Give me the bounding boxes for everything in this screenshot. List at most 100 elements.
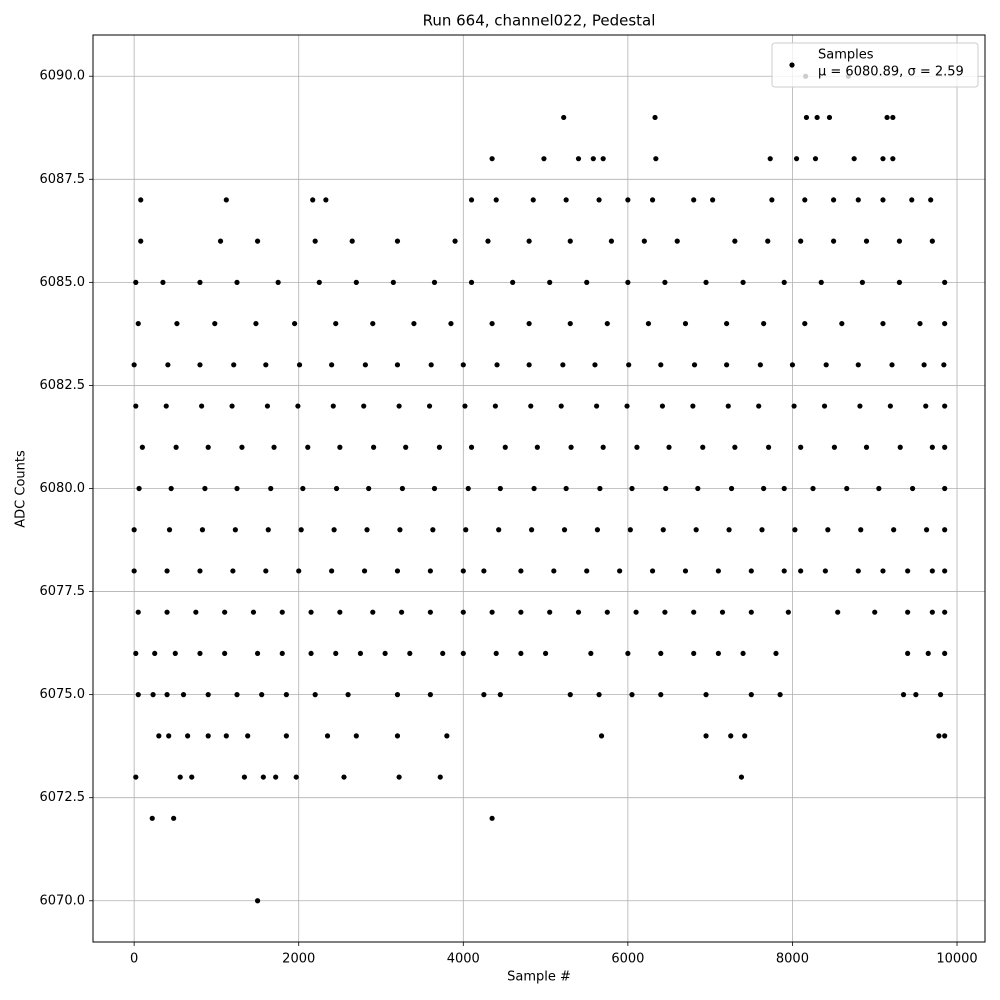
x-tick-label: 6000 bbox=[611, 952, 644, 967]
data-point bbox=[403, 444, 409, 450]
y-tick-label: 6087.5 bbox=[40, 172, 86, 187]
legend-box bbox=[771, 42, 979, 88]
data-point bbox=[773, 650, 779, 657]
data-point bbox=[732, 444, 738, 450]
data-point bbox=[757, 362, 763, 368]
data-point bbox=[909, 197, 915, 203]
data-point bbox=[942, 279, 948, 285]
data-point bbox=[254, 898, 261, 904]
data-point bbox=[818, 279, 824, 285]
data-point bbox=[826, 114, 833, 121]
data-point bbox=[138, 197, 144, 203]
data-point bbox=[923, 403, 929, 409]
data-point bbox=[460, 362, 466, 368]
data-point bbox=[658, 692, 664, 698]
data-point bbox=[732, 238, 738, 244]
data-point bbox=[563, 485, 569, 492]
data-point bbox=[897, 444, 903, 450]
x-tick-label: 4000 bbox=[447, 952, 480, 967]
data-point bbox=[308, 650, 314, 657]
data-point bbox=[396, 403, 402, 409]
data-point bbox=[316, 279, 322, 285]
data-point bbox=[398, 609, 405, 615]
data-point bbox=[568, 444, 574, 450]
data-point bbox=[431, 279, 438, 285]
data-point bbox=[205, 733, 211, 739]
data-point bbox=[719, 609, 726, 615]
data-point bbox=[526, 238, 532, 244]
data-point bbox=[394, 692, 401, 698]
data-point bbox=[468, 444, 475, 450]
data-point bbox=[887, 403, 893, 409]
data-point bbox=[526, 320, 532, 327]
data-point bbox=[427, 568, 433, 574]
data-point bbox=[802, 197, 808, 203]
data-point bbox=[330, 403, 336, 409]
data-point bbox=[541, 156, 547, 162]
data-point bbox=[222, 650, 228, 657]
data-point bbox=[366, 485, 372, 492]
data-point bbox=[863, 444, 870, 450]
data-point bbox=[245, 733, 251, 739]
data-point bbox=[690, 403, 696, 409]
data-point bbox=[263, 568, 269, 574]
data-point bbox=[136, 485, 142, 492]
data-point bbox=[407, 650, 413, 657]
data-point bbox=[662, 279, 668, 285]
data-point bbox=[460, 568, 466, 574]
legend: Samples μ = 6080.89, σ = 2.59 bbox=[771, 42, 979, 88]
data-point bbox=[397, 527, 403, 533]
data-point bbox=[761, 485, 767, 492]
data-point bbox=[193, 609, 199, 615]
data-point bbox=[135, 609, 141, 615]
data-point bbox=[941, 362, 947, 368]
data-point bbox=[239, 444, 245, 450]
data-point bbox=[596, 197, 602, 203]
data-point bbox=[259, 692, 265, 698]
data-point bbox=[273, 774, 279, 780]
data-point bbox=[298, 527, 304, 533]
data-point bbox=[724, 362, 730, 368]
data-point bbox=[725, 403, 731, 409]
data-point bbox=[561, 114, 567, 121]
data-point bbox=[436, 444, 443, 450]
data-point bbox=[634, 444, 640, 450]
data-point bbox=[821, 403, 828, 409]
data-point bbox=[234, 692, 240, 698]
data-point bbox=[197, 362, 203, 368]
data-point bbox=[792, 527, 798, 533]
data-point bbox=[742, 733, 748, 739]
data-point bbox=[265, 527, 271, 533]
data-point bbox=[905, 650, 911, 657]
data-point bbox=[942, 444, 948, 450]
data-point bbox=[810, 485, 816, 492]
x-tick-label: 8000 bbox=[776, 952, 809, 967]
data-point bbox=[691, 650, 697, 657]
data-point bbox=[448, 320, 454, 327]
data-point bbox=[590, 156, 596, 162]
data-point bbox=[710, 197, 716, 203]
data-point bbox=[460, 609, 466, 615]
data-point bbox=[724, 320, 730, 327]
data-point bbox=[528, 403, 534, 409]
data-point bbox=[851, 156, 857, 162]
data-point bbox=[872, 609, 878, 615]
data-point bbox=[855, 568, 861, 574]
data-point bbox=[691, 609, 697, 615]
data-point bbox=[929, 444, 935, 450]
data-point bbox=[891, 527, 897, 533]
data-point bbox=[353, 733, 359, 739]
data-point bbox=[361, 568, 368, 574]
data-point bbox=[627, 527, 633, 533]
data-point bbox=[180, 692, 187, 698]
y-tick-label: 6077.5 bbox=[40, 584, 86, 599]
data-point bbox=[844, 485, 850, 492]
data-point bbox=[217, 238, 224, 244]
data-point bbox=[202, 485, 208, 492]
data-point bbox=[682, 568, 689, 574]
data-point bbox=[703, 692, 709, 698]
data-point bbox=[791, 403, 797, 409]
data-point bbox=[253, 320, 259, 327]
data-point bbox=[452, 238, 458, 244]
